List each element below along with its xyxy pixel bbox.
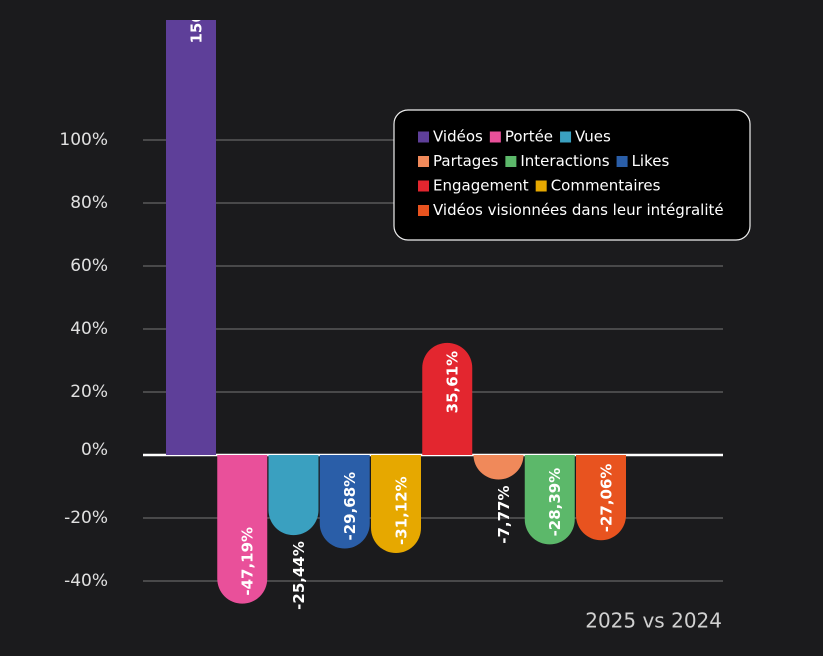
legend-swatch [505, 156, 517, 167]
value-label: -31,12% [393, 476, 411, 545]
value-label: -47,19% [239, 527, 257, 596]
value-label: -7,77% [495, 485, 513, 543]
bars: 156,32% -47,19% -25,44% -7,77% -28,39% -29,68… [166, 0, 626, 610]
bar [473, 455, 524, 480]
legend-label: Vidéos visionnées dans leur intégralité [433, 201, 724, 219]
legend-label: Vues [575, 128, 611, 146]
bar [576, 455, 626, 541]
legend-swatch [418, 131, 429, 143]
y-tick-label: -20% [64, 508, 108, 528]
value-label: -27,06% [598, 464, 616, 533]
y-tick-label: 80% [70, 193, 108, 213]
value-label: 35,61% [444, 351, 462, 413]
legend-label: Commentaires [551, 177, 661, 195]
legend-swatch [535, 180, 547, 192]
bar [422, 342, 473, 455]
legend-swatch [616, 156, 628, 167]
y-tick-label: 20% [70, 382, 108, 402]
y-tick-label: 100% [59, 130, 108, 150]
legend-label: Likes [632, 152, 670, 170]
legend-label: Interactions [520, 152, 609, 170]
y-tick-label: 0% [81, 440, 108, 460]
legend-label: Engagement [433, 177, 529, 195]
value-label: -28,39% [546, 468, 564, 537]
value-label: 156,32% [188, 0, 206, 44]
bar [319, 455, 370, 549]
legend-swatch [418, 180, 429, 192]
legend-swatch [489, 131, 501, 143]
bar [524, 455, 575, 545]
legend-label: Vidéos [433, 128, 483, 146]
bar [268, 455, 319, 536]
legend-label: Partages [433, 152, 499, 170]
bar [217, 455, 268, 604]
y-tick-label: 40% [70, 319, 108, 339]
legend-swatch [418, 156, 429, 167]
legend: Vidéos Portée Vues Partages Interactions Like… [393, 109, 751, 241]
bar [166, 20, 216, 455]
bar [371, 455, 421, 554]
y-tick-label: 60% [70, 256, 108, 276]
value-label: -25,44% [290, 541, 308, 610]
legend-swatch [560, 131, 572, 143]
legend-box [393, 109, 751, 241]
legend-label: Portée [505, 128, 553, 146]
annotation: 2025 vs 2024 [585, 609, 722, 633]
value-label: -29,68% [341, 472, 359, 541]
y-tick-label: -40% [64, 571, 108, 591]
legend-swatch [418, 205, 429, 216]
